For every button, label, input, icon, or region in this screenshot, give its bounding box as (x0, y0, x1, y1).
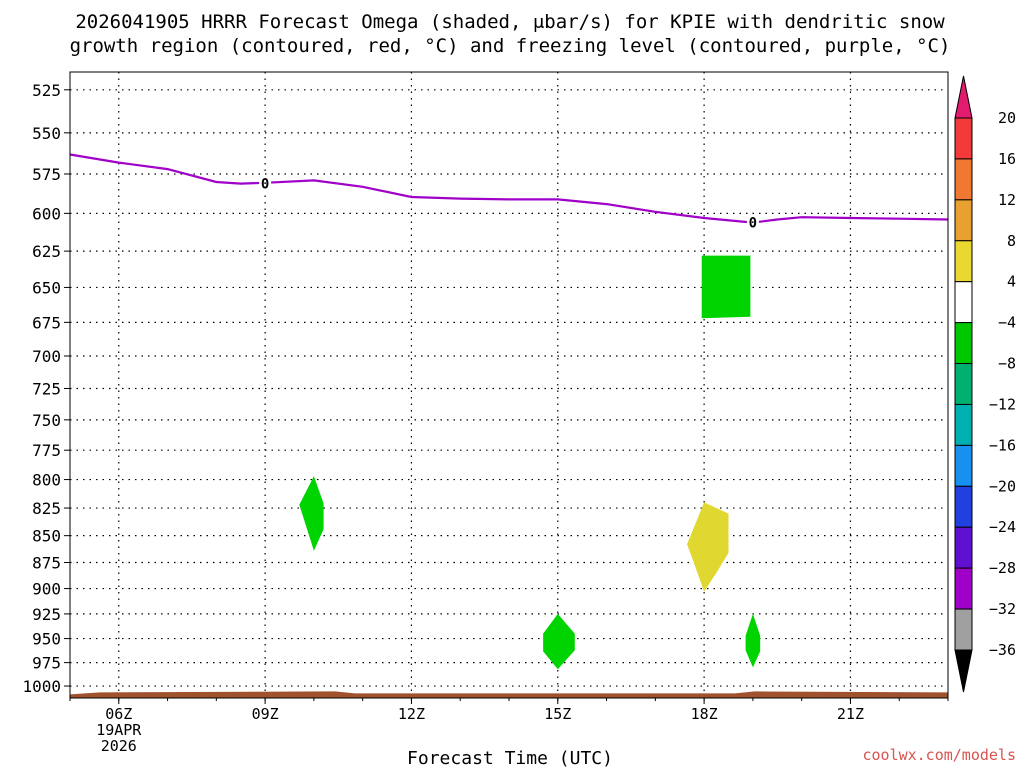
colorbar-label: −32 (989, 600, 1016, 618)
colorbar-bottom-arrow (954, 649, 973, 693)
freezing-level-line (69, 153, 949, 224)
y-tick-label: 950 (32, 630, 61, 649)
x-tick-label: 12Z (398, 705, 425, 723)
y-tick-label: 800 (32, 471, 61, 490)
x-axis-label: Forecast Time (UTC) (407, 748, 613, 768)
y-tick-label: 825 (32, 499, 61, 518)
y-tick-label: 1000 (22, 677, 61, 696)
x-tick-sublabel: 19APR (96, 721, 142, 739)
colorbar-label: 12 (998, 191, 1016, 209)
y-tick-label: 650 (32, 278, 61, 297)
y-tick-label: 575 (32, 165, 61, 184)
chart-title-line-2: growth region (contoured, red, °C) and f… (70, 35, 951, 57)
colorbar-box (954, 526, 973, 569)
omega-region (299, 476, 324, 551)
y-tick-label: 975 (32, 654, 61, 673)
x-tick-label: 15Z (544, 705, 571, 723)
colorbar-box (954, 117, 973, 160)
colorbar-box (954, 322, 973, 365)
x-tick-label: 18Z (691, 705, 718, 723)
x-tick-label: 09Z (252, 705, 279, 723)
colorbar-box (954, 363, 973, 405)
omega-region (543, 613, 575, 670)
y-tick-label: 700 (32, 347, 61, 366)
colorbar-label: −36 (989, 641, 1016, 659)
omega-region (701, 255, 751, 319)
colorbar-label: −12 (989, 395, 1016, 413)
colorbar-label: −4 (998, 314, 1016, 332)
colorbar-top-arrow (954, 75, 973, 119)
y-tick-label: 925 (32, 605, 61, 624)
chart-title: 2026041905 HRRR Forecast Omega (shaded, … (70, 11, 951, 57)
y-tick-label: 900 (32, 580, 61, 599)
y-tick-label: 600 (32, 204, 61, 223)
colorbar-label: −28 (989, 559, 1016, 577)
y-tick-label: 525 (32, 81, 61, 100)
y-tick-label: 775 (32, 441, 61, 460)
colorbar-box (954, 240, 973, 283)
colorbar-box (954, 608, 973, 651)
y-axis: 525 550 575 600 625 650 675 700 725 750 775 800 825 8… (22, 81, 70, 696)
colorbar-box (954, 444, 973, 487)
y-tick-label: 725 (32, 379, 61, 398)
contour-label-background (259, 175, 272, 191)
contour-label: 0 (749, 216, 757, 232)
y-tick-label: 875 (32, 553, 61, 572)
colorbar-label: −20 (989, 477, 1016, 495)
colorbar-label: −8 (998, 355, 1016, 373)
colorbar-label: 20 (998, 109, 1016, 127)
colorbar-label: 4 (1007, 273, 1016, 291)
y-tick-label: 550 (32, 124, 61, 143)
chart-title-line-1: 2026041905 HRRR Forecast Omega (shaded, … (75, 11, 945, 33)
colorbar-box (954, 403, 973, 446)
y-tick-label: 625 (32, 242, 61, 261)
colorbar-box (954, 158, 973, 201)
y-tick-label: 850 (32, 527, 61, 546)
colorbar-box (954, 567, 973, 610)
colorbar: 20 16 12 8 4 −4 −8 −12 −16 −20 −24 −28 −32 −36 (954, 75, 1016, 693)
contour-label-background (746, 214, 759, 230)
terrain-strip (70, 691, 948, 698)
colorbar-box (954, 485, 973, 528)
y-tick-label: 750 (32, 411, 61, 430)
colorbar-label: 8 (1007, 232, 1016, 250)
colorbar-box (954, 281, 973, 324)
omega-region (745, 613, 761, 668)
x-tick-label: 21Z (837, 705, 864, 723)
colorbar-label: −16 (989, 436, 1016, 454)
x-tick-sublabel: 2026 (101, 737, 137, 755)
x-tick-label: 06Z (105, 705, 132, 723)
colorbar-label: 16 (998, 150, 1016, 168)
surface-terrain (70, 691, 948, 698)
omega-shaded-regions (299, 255, 761, 670)
y-tick-label: 675 (32, 313, 61, 332)
grid (70, 72, 948, 698)
colorbar-label: −24 (989, 518, 1016, 536)
colorbar-box (954, 199, 973, 242)
freezing-level-contour: 00 (69, 153, 949, 232)
credit-text: coolwx.com/models (862, 746, 1016, 764)
plot-frame (69, 71, 949, 699)
contour-label: 0 (261, 177, 269, 193)
omega-region (687, 502, 729, 592)
